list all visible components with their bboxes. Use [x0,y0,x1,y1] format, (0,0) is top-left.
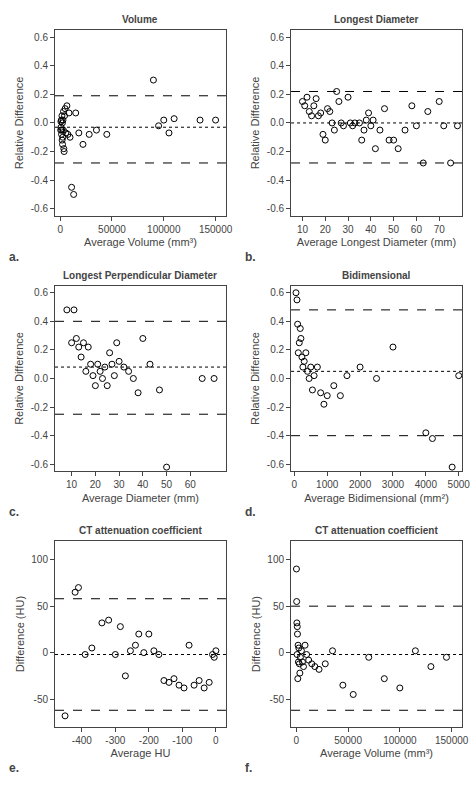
svg-text:-0.2: -0.2 [267,402,285,413]
svg-text:50000: 50000 [98,224,126,235]
svg-text:b.: b. [245,250,256,264]
svg-text:Difference (HU): Difference (HU) [14,596,26,672]
svg-text:5000: 5000 [448,479,471,490]
svg-text:0.4: 0.4 [34,316,48,327]
svg-text:0: 0 [213,735,219,746]
svg-text:40: 40 [365,224,377,235]
svg-text:50: 50 [161,479,173,490]
svg-text:-0.4: -0.4 [31,175,49,186]
svg-text:0.6: 0.6 [34,287,48,298]
svg-text:0.0: 0.0 [34,373,48,384]
svg-text:0.4: 0.4 [270,60,284,71]
svg-text:0.0: 0.0 [270,373,284,384]
svg-text:-300: -300 [105,735,125,746]
svg-text:c.: c. [9,505,19,519]
svg-text:100000: 100000 [383,735,417,746]
svg-text:-0.6: -0.6 [31,203,49,214]
svg-text:e.: e. [9,761,19,775]
svg-text:Relative Difference: Relative Difference [249,77,261,170]
svg-text:100: 100 [267,554,284,565]
svg-text:-0.2: -0.2 [267,146,285,157]
svg-text:0: 0 [278,647,284,658]
svg-text:-0.6: -0.6 [31,459,49,470]
svg-text:f.: f. [245,761,252,775]
svg-text:d.: d. [245,505,256,519]
svg-text:-0.2: -0.2 [31,146,49,157]
svg-text:0.2: 0.2 [270,89,284,100]
svg-text:0: 0 [292,479,298,490]
svg-text:0.6: 0.6 [34,32,48,43]
svg-text:150000: 150000 [435,735,469,746]
svg-text:3000: 3000 [382,479,405,490]
svg-text:30: 30 [342,224,354,235]
svg-text:Longest Diameter: Longest Diameter [334,14,419,25]
svg-text:0.0: 0.0 [34,117,48,128]
svg-text:50: 50 [273,601,285,612]
svg-text:60: 60 [411,224,423,235]
svg-text:-200: -200 [139,735,159,746]
svg-text:4000: 4000 [415,479,438,490]
svg-text:a.: a. [9,250,19,264]
svg-text:Average Diameter (mm): Average Diameter (mm) [82,492,199,504]
svg-text:30: 30 [114,479,126,490]
svg-text:70: 70 [434,224,446,235]
svg-text:100: 100 [31,554,48,565]
svg-text:0: 0 [57,224,63,235]
svg-text:0.6: 0.6 [270,32,284,43]
svg-text:150000: 150000 [199,224,233,235]
svg-text:-0.6: -0.6 [267,203,285,214]
svg-text:20: 20 [90,479,102,490]
svg-text:40: 40 [137,479,149,490]
svg-text:60: 60 [185,479,197,490]
svg-text:50: 50 [37,601,49,612]
svg-text:50: 50 [388,224,400,235]
svg-text:Relative Difference: Relative Difference [13,77,25,170]
svg-text:Average Bidimensional (mm²): Average Bidimensional (mm²) [304,492,449,504]
svg-text:Average Volume (mm³): Average Volume (mm³) [320,747,433,759]
svg-text:Average HU: Average HU [111,747,171,759]
svg-text:-50: -50 [270,694,285,705]
svg-text:50000: 50000 [334,735,362,746]
svg-text:-0.4: -0.4 [267,175,285,186]
svg-text:0.4: 0.4 [34,60,48,71]
svg-text:Difference (HU): Difference (HU) [250,596,262,672]
svg-text:Longest Perpendicular Diameter: Longest Perpendicular Diameter [63,270,217,281]
svg-text:0.2: 0.2 [270,344,284,355]
svg-text:0: 0 [293,735,299,746]
svg-text:-0.2: -0.2 [31,402,49,413]
svg-text:Volume: Volume [122,14,158,25]
svg-text:0.0: 0.0 [270,117,284,128]
svg-text:0.2: 0.2 [34,344,48,355]
svg-text:-0.4: -0.4 [31,430,49,441]
svg-text:-100: -100 [172,735,192,746]
svg-text:-0.6: -0.6 [267,459,285,470]
svg-text:1000: 1000 [316,479,339,490]
svg-text:100000: 100000 [147,224,181,235]
svg-text:Average Volume (mm³): Average Volume (mm³) [84,236,197,248]
svg-text:CT attenuation coefficient: CT attenuation coefficient [79,525,202,536]
svg-text:Average Longest Diameter (mm): Average Longest Diameter (mm) [297,236,456,248]
svg-text:0.4: 0.4 [270,316,284,327]
svg-text:10: 10 [297,224,309,235]
svg-text:Bidimensional: Bidimensional [342,270,411,281]
svg-text:10: 10 [66,479,78,490]
svg-text:0.2: 0.2 [34,89,48,100]
svg-text:-0.4: -0.4 [267,430,285,441]
svg-text:-400: -400 [72,735,92,746]
svg-text:Relative Difference: Relative Difference [249,332,261,425]
svg-text:0: 0 [42,647,48,658]
svg-text:20: 20 [320,224,332,235]
svg-text:0.6: 0.6 [270,287,284,298]
svg-text:CT attenuation coefficient: CT attenuation coefficient [315,525,438,536]
svg-text:Relative Difference: Relative Difference [13,332,25,425]
svg-text:2000: 2000 [349,479,372,490]
svg-text:-50: -50 [34,694,49,705]
